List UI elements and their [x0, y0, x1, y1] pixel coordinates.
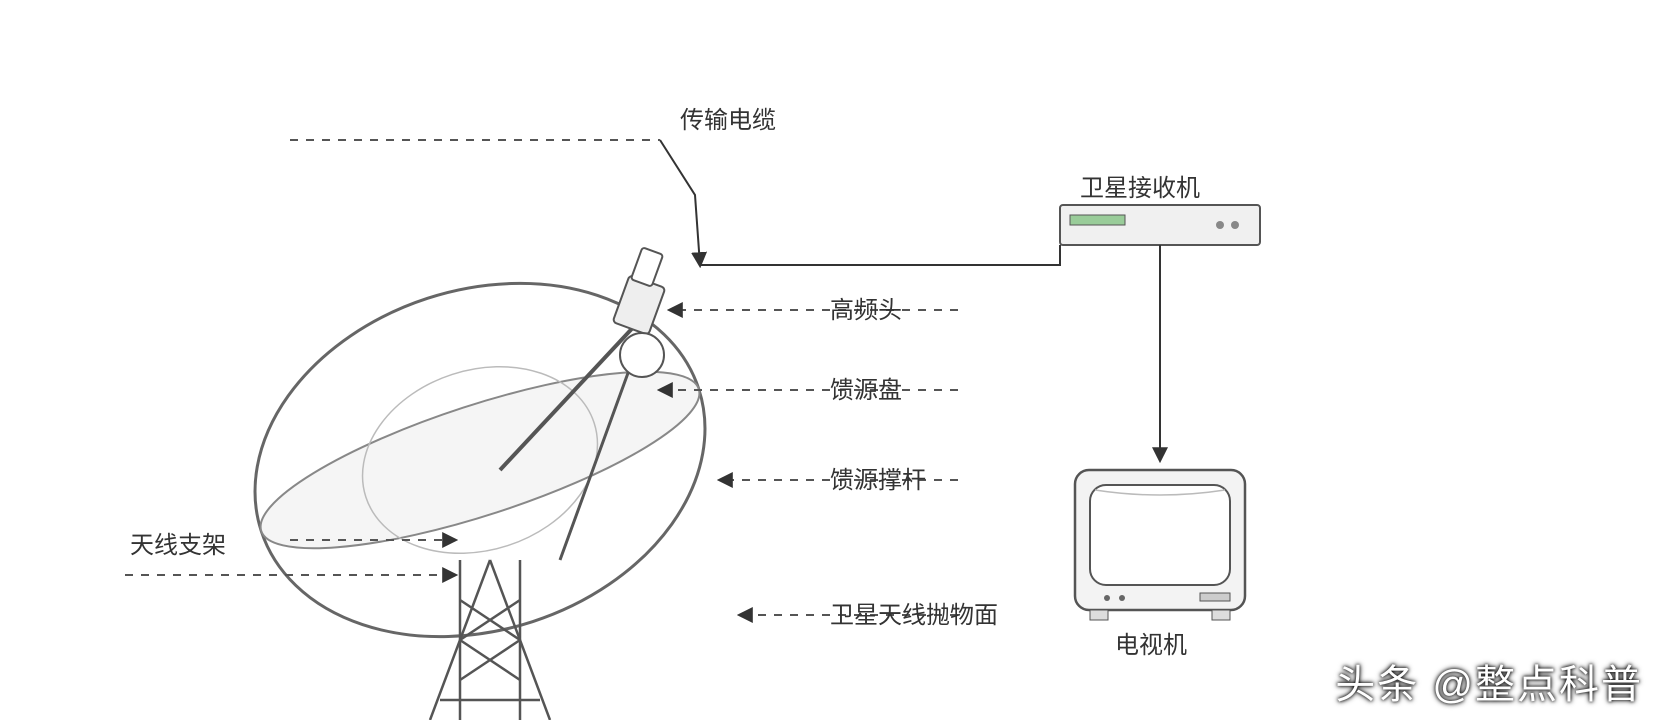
dish-icon — [209, 227, 752, 720]
label-cable: 传输电缆 — [680, 100, 776, 135]
label-receiver: 卫星接收机 — [1080, 168, 1200, 203]
label-feed-plate: 馈源盘 — [830, 370, 902, 405]
watermark-text: 头条 @整点科普 — [1335, 652, 1643, 710]
label-tv: 电视机 — [1115, 625, 1187, 660]
label-lnb: 高频头 — [830, 290, 902, 325]
receiver-icon — [1060, 205, 1260, 245]
label-dish: 卫星天线抛物面 — [830, 595, 998, 630]
tv-icon — [1075, 470, 1245, 620]
label-feed-arm: 馈源撑杆 — [830, 460, 926, 495]
label-stand: 天线支架 — [130, 525, 226, 560]
